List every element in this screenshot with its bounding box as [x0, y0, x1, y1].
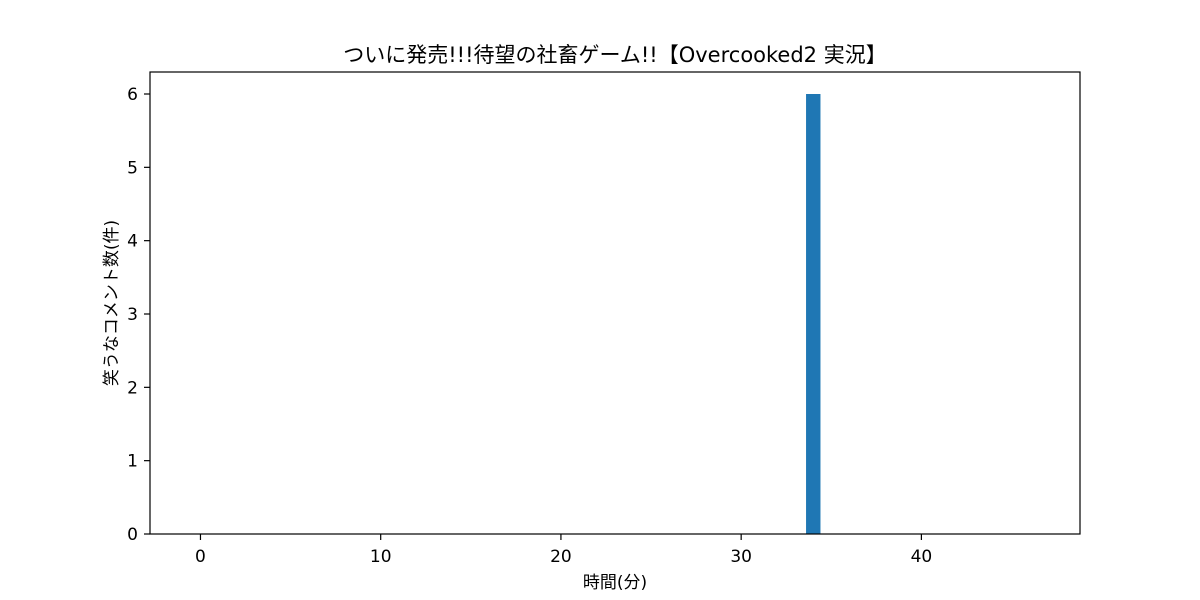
x-axis-label: 時間(分): [583, 573, 647, 593]
chart-title: ついに発売!!!待望の社畜ゲーム!!【Overcooked2 実況】: [343, 43, 886, 67]
y-tick-label: 3: [127, 305, 138, 325]
bar: [806, 94, 821, 534]
plot-area: [149, 71, 1081, 535]
y-tick-label: 6: [127, 85, 138, 105]
x-tick-label: 0: [195, 547, 206, 567]
x-tick-label: 10: [370, 547, 392, 567]
y-tick-label: 1: [127, 452, 138, 472]
x-tick-label: 20: [550, 547, 572, 567]
y-tick-label: 4: [127, 232, 138, 252]
y-axis-label: 笑うなコメント数(件): [102, 220, 122, 386]
y-tick-label: 5: [127, 158, 138, 178]
y-axis-ticks: 0 1 2 3 4 5 6: [127, 85, 150, 545]
x-tick-label: 30: [730, 547, 752, 567]
x-axis-ticks: 0 10 20 30 40: [195, 534, 932, 567]
y-tick-label: 0: [127, 525, 138, 545]
plot-frame: [149, 71, 1081, 535]
x-tick-label: 40: [911, 547, 933, 567]
y-tick-label: 2: [127, 378, 138, 398]
